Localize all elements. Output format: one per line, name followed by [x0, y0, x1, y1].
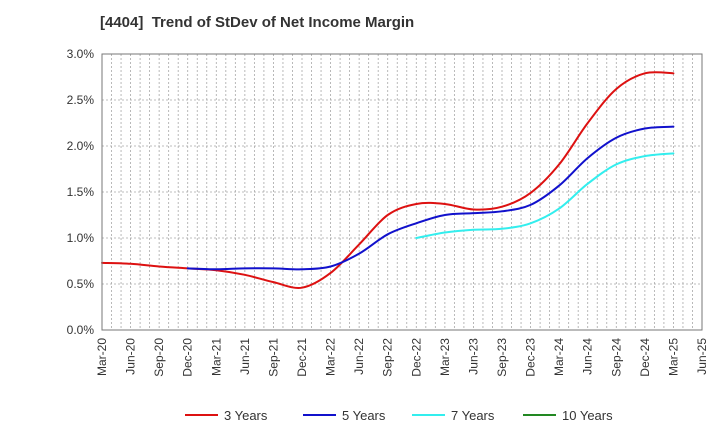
- y-tick-label: 1.0%: [67, 231, 95, 245]
- x-tick-label: Jun-23: [466, 338, 480, 375]
- legend: 3 Years 5 Years 7 Years 10 Years: [185, 408, 613, 423]
- x-tick-label: Jun-25: [695, 338, 709, 375]
- y-tick-label: 2.5%: [67, 93, 95, 107]
- y-tick-label: 0.5%: [67, 277, 95, 291]
- y-tick-label: 1.5%: [67, 185, 95, 199]
- x-tick-label: Jun-21: [238, 338, 252, 375]
- x-tick-label: Jun-24: [581, 338, 595, 375]
- x-tick-label: Dec-22: [409, 338, 423, 377]
- x-tick-label: Sep-20: [152, 338, 166, 377]
- legend-label: 7 Years: [451, 408, 495, 423]
- x-tick-label: Sep-23: [495, 338, 509, 377]
- grid-lines: [102, 53, 702, 331]
- x-tick-label: Mar-24: [552, 338, 566, 376]
- x-tick-label: Sep-22: [381, 338, 395, 377]
- x-tick-label: Mar-22: [324, 338, 338, 376]
- y-tick-label: 3.0%: [67, 47, 95, 61]
- chart-title: [4404] Trend of StDev of Net Income Marg…: [100, 14, 415, 31]
- x-tick-label: Jun-22: [352, 338, 366, 375]
- x-axis-ticks: Mar-20 Jun-20 Sep-20 Dec-20 Mar-21 Jun-21 Sep-…: [95, 338, 709, 377]
- y-axis-ticks: 0.0% 0.5% 1.0% 1.5% 2.0% 2.5% 3.0%: [67, 47, 95, 337]
- legend-label: 10 Years: [562, 408, 613, 423]
- x-tick-label: Dec-20: [181, 338, 195, 377]
- x-tick-label: Mar-20: [95, 338, 109, 376]
- x-tick-label: Dec-21: [295, 338, 309, 377]
- y-tick-label: 0.0%: [67, 323, 95, 337]
- x-tick-label: Mar-25: [666, 338, 680, 376]
- x-tick-label: Jun-20: [124, 338, 138, 375]
- x-tick-label: Sep-21: [266, 338, 280, 377]
- legend-label: 5 Years: [342, 408, 386, 423]
- x-tick-label: Sep-24: [609, 338, 623, 377]
- x-tick-label: Mar-21: [209, 338, 223, 376]
- y-tick-label: 2.0%: [67, 139, 95, 153]
- series-line-5-years: [186, 125, 675, 271]
- series-line-7-years: [415, 152, 675, 239]
- x-tick-label: Dec-23: [524, 338, 538, 377]
- series-lines: [101, 71, 675, 289]
- x-tick-label: Dec-24: [638, 338, 652, 377]
- plot-frame: [101, 53, 703, 331]
- x-tick-label: Mar-23: [438, 338, 452, 376]
- legend-label: 3 Years: [224, 408, 268, 423]
